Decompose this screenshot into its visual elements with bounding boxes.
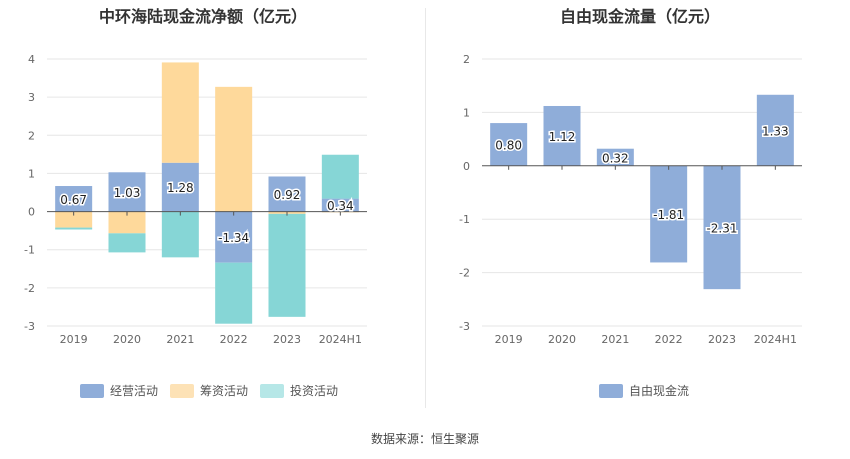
legend-swatch-free-cash-flow [599,383,623,398]
x-tick-label: 2023 [708,333,736,346]
chart-divider [425,8,426,408]
legend-item-free-cash-flow[interactable]: 自由现金流 [599,382,689,399]
bar-series-1 [161,62,199,163]
y-tick-label: 1 [463,106,470,119]
legend-item-investing[interactable]: 投资活动 [260,382,338,399]
right-legend: 自由现金流 [599,382,701,399]
x-tick-label: 2019 [60,333,88,346]
x-tick-label: 2020 [113,333,141,346]
data-label: 0.32 [602,151,629,165]
data-label: 1.12 [549,130,576,144]
bar-primary [268,176,306,212]
bar-primary [161,162,199,212]
y-tick-label: 2 [463,53,470,66]
data-label: 1.03 [114,186,141,200]
legend-swatch-financing [170,383,195,398]
x-tick-label: 2020 [548,333,576,346]
bar-primary [596,148,634,166]
data-label: 0.80 [495,138,522,152]
bar-primary [703,165,741,290]
bar-series-2 [161,211,199,258]
bar-series-1 [108,211,146,234]
left-chart: 4 3 2 1 0 -1 -2 -3 2019 2020 2021 2022 2023 2024H1 0.6… [24,53,367,346]
legend-label-investing: 投资活动 [290,384,339,398]
legend-label-operating: 经营活动 [110,384,159,398]
y-tick-label: 0 [463,160,470,173]
bar-series-2 [321,154,359,199]
bar-primary [490,123,528,166]
y-tick-label: 1 [28,167,35,180]
bar-series-2 [215,262,253,324]
bar-primary [756,94,794,166]
y-tick-label: 4 [28,53,35,66]
left-legend: 经营活动 筹资活动 投资活动 [80,382,350,399]
right-chart: 2 1 0 -1 -2 -3 2019 2020 2021 2022 2023 2024H1 0.80 1… [459,53,802,346]
left-chart-title: 中环海陆现金流净额（亿元） [98,7,307,26]
y-tick-label: -1 [459,213,470,226]
data-label: 0.34 [327,199,354,213]
y-tick-label: -2 [459,267,470,280]
x-tick-label: 2019 [495,333,523,346]
x-tick-label: 2021 [601,333,629,346]
bar-primary [543,105,581,166]
y-tick-label: -3 [24,320,35,333]
x-tick-label: 2023 [273,333,301,346]
data-label: 1.33 [762,124,789,138]
y-tick-label: -2 [24,282,35,295]
data-label: 1.28 [167,181,194,195]
bar-series-1 [215,86,253,212]
source-note: 数据来源：恒生聚源 [370,432,479,446]
bar-series-2 [268,213,306,317]
right-chart-title: 自由现金流量（亿元） [559,7,720,26]
data-label: -2.31 [706,221,737,235]
data-label: 0.92 [274,188,301,202]
legend-label-financing: 筹资活动 [200,384,249,398]
bar-series-1 [55,211,93,228]
legend-swatch-investing [260,383,285,398]
y-tick-label: 2 [28,129,35,142]
legend-item-financing[interactable]: 筹资活动 [170,382,248,399]
legend-item-operating[interactable]: 经营活动 [80,382,158,399]
bar-primary [108,172,146,212]
legend-swatch-operating [80,383,104,398]
data-label: -1.81 [653,208,684,222]
bar-primary [650,165,688,263]
y-tick-label: -1 [24,244,35,257]
x-tick-label: 2022 [655,333,683,346]
y-tick-label: 3 [28,91,35,104]
x-tick-label: 2024H1 [319,333,362,346]
legend-label-free-cash-flow: 自由现金流 [629,384,690,398]
x-tick-label: 2022 [220,333,248,346]
bar-primary [215,211,253,263]
bar-primary [55,186,93,212]
x-tick-label: 2024H1 [754,333,797,346]
data-label: -1.34 [218,231,249,245]
data-label: 0.67 [60,193,87,207]
bar-series-2 [108,233,146,253]
bar-primary [321,198,359,212]
y-tick-label: 0 [28,206,35,219]
bar-series-2 [55,227,93,230]
y-tick-label: -3 [459,320,470,333]
x-tick-label: 2021 [166,333,194,346]
